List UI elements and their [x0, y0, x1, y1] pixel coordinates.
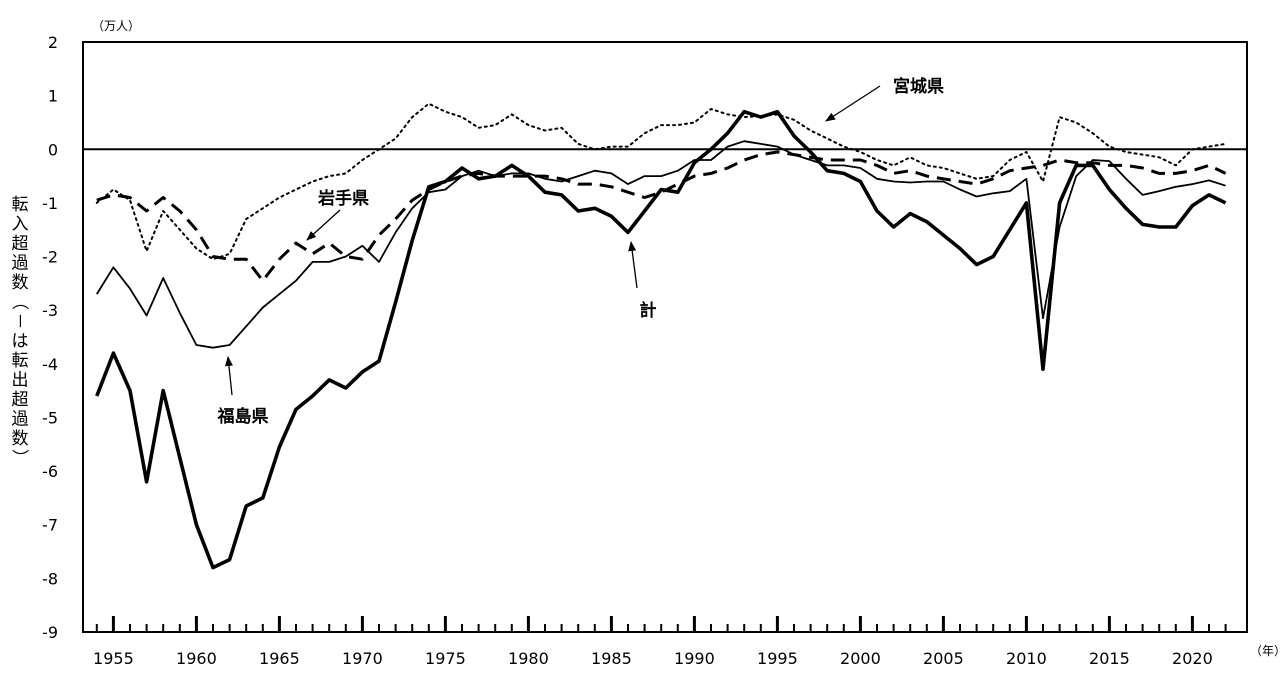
- y-tick-label: 1: [48, 87, 58, 106]
- y-axis-label-char: 数: [12, 429, 29, 449]
- x-tick-label: 2005: [923, 649, 964, 668]
- y-axis-label-char: 出: [12, 371, 29, 391]
- annotation-arrow: [224, 356, 233, 396]
- axis-layer: 2 1 0 -1 -2 -3 -4 -5 -6 -7 -8 -9 1955 1960 1965 1970 197…: [42, 33, 1247, 668]
- y-tick-label: -8: [42, 569, 58, 588]
- annotation-arrow: [628, 241, 638, 289]
- y-tick-label: -2: [42, 248, 58, 267]
- x-tick-label: 1985: [591, 649, 632, 668]
- x-tick-label: 1970: [342, 649, 383, 668]
- y-tick-label: -5: [42, 408, 58, 427]
- y-tick-label: -9: [42, 623, 58, 642]
- y-axis-label-char: 入: [12, 215, 29, 235]
- x-tick-label: 1975: [425, 649, 466, 668]
- annotation-label: 宮城県: [893, 76, 944, 97]
- series-line-3: [95, 109, 1227, 570]
- y-tick-label: -3: [42, 301, 58, 320]
- y-axis-label-char: 超: [12, 234, 29, 254]
- y-tick-label: -4: [42, 355, 58, 374]
- x-tick-label: 1995: [757, 649, 798, 668]
- annotation-label: 計: [640, 300, 657, 321]
- x-tick-label: 2010: [1006, 649, 1047, 668]
- y-axis-label-char: －: [9, 313, 29, 330]
- y-axis-label-char: ）: [9, 449, 29, 466]
- y-tick-label: 0: [48, 140, 58, 159]
- x-tick-label: 1965: [259, 649, 300, 668]
- annotation-label: 岩手県: [317, 188, 369, 209]
- y-tick-label: -7: [42, 516, 58, 535]
- series-line-0: [95, 102, 1227, 261]
- y-tick-label: 2: [48, 33, 58, 52]
- series-line-2: [96, 140, 1226, 349]
- x-tick-label: 2000: [840, 649, 881, 668]
- y-axis-label-char: 数: [12, 273, 29, 293]
- annotation-arrow: [825, 85, 881, 122]
- x-tick-label: 2015: [1089, 649, 1130, 668]
- y-axis-label-char: 転: [12, 351, 29, 371]
- x-tick-label: 1980: [508, 649, 549, 668]
- y-axis-label-char: 過: [12, 410, 29, 430]
- x-tick-label: 1990: [674, 649, 715, 668]
- x-tick-label: 2020: [1172, 649, 1213, 668]
- plot-area: [82, 41, 1248, 633]
- x-tick-label: 1955: [93, 649, 134, 668]
- y-axis-label-char: 超: [12, 390, 29, 410]
- series-line-1: [96, 150, 1227, 283]
- x-unit-label: （年）: [1250, 644, 1284, 658]
- annotation-arrow: [306, 209, 341, 241]
- y-unit-label: （万人）: [92, 19, 140, 33]
- annotation-label: 福島県: [217, 406, 269, 427]
- y-tick-label: -6: [42, 462, 58, 481]
- y-axis-label-char: は: [12, 332, 29, 352]
- y-axis-label-char: （: [9, 293, 29, 310]
- series-layer: [95, 102, 1227, 570]
- y-tick-label: -1: [42, 194, 58, 213]
- x-tick-label: 1960: [176, 649, 217, 668]
- y-axis-label-char: 転: [12, 195, 29, 215]
- y-axis-label-char: 過: [12, 254, 29, 274]
